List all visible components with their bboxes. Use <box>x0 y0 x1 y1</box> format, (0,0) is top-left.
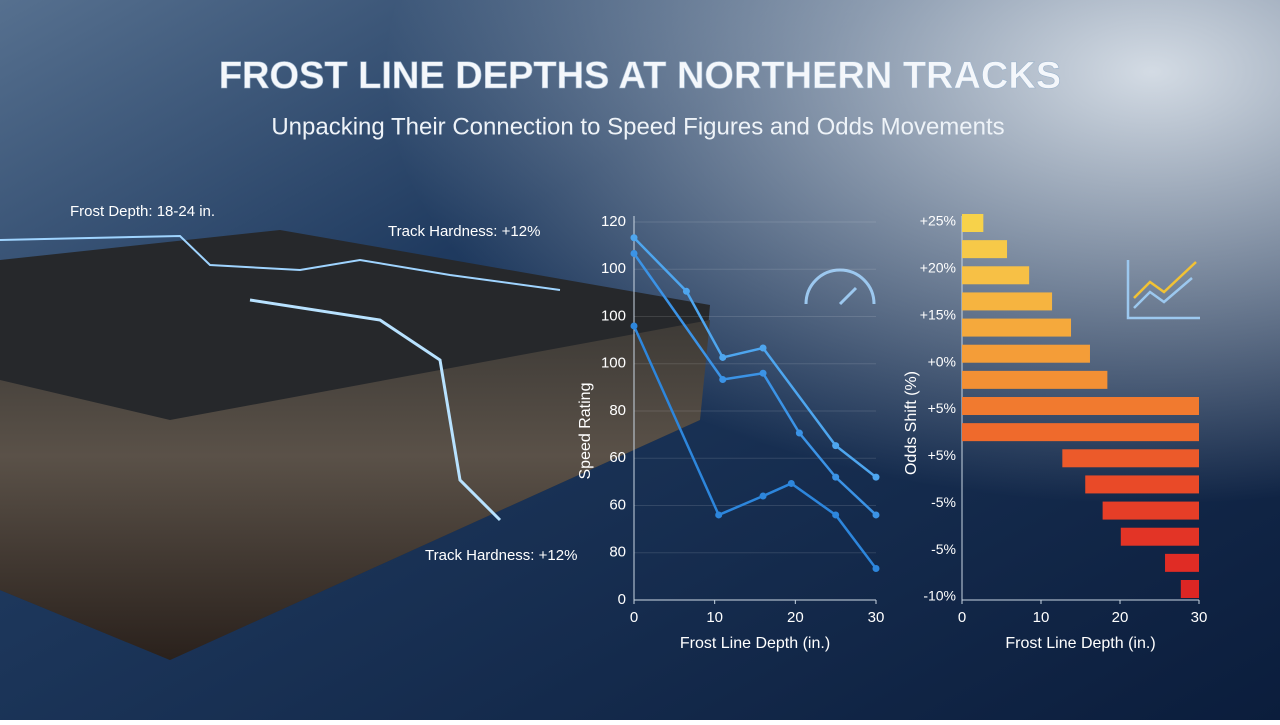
y-tick-label: 100 <box>601 260 626 277</box>
title: FROST LINE DEPTHS AT NORTHERN TRACKS <box>219 55 1061 97</box>
data-point <box>759 492 767 500</box>
y-axis-label: Odds Shift (%) <box>903 371 920 475</box>
annotation: Track Hardness: +12% <box>388 223 540 240</box>
bar <box>962 344 1090 363</box>
annotation: Frost Depth: 18-24 in. <box>70 203 215 220</box>
frost-crack <box>249 298 502 522</box>
x-tick-label: 10 <box>706 609 723 626</box>
bar <box>1180 580 1199 598</box>
y-tick-label: +20% <box>920 260 956 276</box>
y-tick-label: +5% <box>928 447 956 463</box>
y-tick-label: 100 <box>601 307 626 324</box>
data-point <box>630 234 638 242</box>
data-point <box>630 250 638 257</box>
y-tick-label: 0 <box>618 591 626 608</box>
data-line <box>632 252 877 516</box>
gauge-icon <box>804 268 876 306</box>
data-point <box>787 479 795 487</box>
annotation: Track Hardness: +12% <box>425 547 577 564</box>
y-tick-label: 80 <box>609 402 626 419</box>
data-point <box>719 353 727 361</box>
x-tick-label: 0 <box>630 609 638 626</box>
data-point <box>715 511 723 519</box>
data-point <box>759 344 767 352</box>
bar <box>962 240 1008 259</box>
frost-crack <box>0 234 561 291</box>
x-tick-label: 30 <box>1191 609 1208 626</box>
data-point <box>832 511 840 519</box>
bar <box>962 292 1053 311</box>
y-tick-label: +25% <box>920 213 956 229</box>
y-axis-label: Speed Rating <box>577 383 594 480</box>
y-tick-label: 120 <box>601 213 626 230</box>
y-tick-label: -5% <box>931 541 956 557</box>
y-tick-label: +5% <box>928 400 956 416</box>
bar <box>962 370 1108 389</box>
x-tick-label: 30 <box>868 609 885 626</box>
data-line <box>633 236 877 479</box>
data-point <box>872 511 880 519</box>
x-tick-label: 20 <box>787 609 804 626</box>
data-line <box>632 325 877 570</box>
x-axis-label: Frost Line Depth (in.) <box>1005 635 1155 652</box>
trend-icon <box>1126 260 1200 320</box>
data-point <box>682 287 690 295</box>
y-tick-label: 80 <box>609 544 626 561</box>
x-tick-label: 10 <box>1033 609 1050 626</box>
y-tick-label: +0% <box>928 353 956 369</box>
y-tick-label: +15% <box>920 306 956 322</box>
y-tick-label: 60 <box>609 449 626 466</box>
bar <box>1120 527 1199 546</box>
bar <box>1085 475 1199 494</box>
subtitle: Unpacking Their Connection to Speed Figu… <box>271 113 1004 140</box>
bar <box>1165 553 1199 572</box>
bar <box>962 397 1199 415</box>
data-point <box>832 473 840 481</box>
x-tick-label: 20 <box>1112 609 1129 626</box>
x-axis-label: Frost Line Depth (in.) <box>680 635 830 652</box>
y-tick-label: -10% <box>923 588 956 604</box>
x-tick-label: 0 <box>958 609 966 626</box>
data-point <box>630 322 638 330</box>
data-point <box>832 442 840 450</box>
bar <box>962 266 1030 285</box>
bar <box>962 318 1072 337</box>
bar <box>962 214 984 232</box>
bar <box>1102 501 1199 520</box>
bar <box>1062 449 1199 468</box>
y-tick-label: 60 <box>609 496 626 513</box>
soil-side <box>0 320 710 660</box>
data-point <box>872 565 880 572</box>
data-point <box>719 376 727 383</box>
y-tick-label: -5% <box>931 494 956 510</box>
data-point <box>872 473 880 481</box>
y-tick-label: 100 <box>601 355 626 372</box>
bar <box>962 423 1199 442</box>
data-point <box>759 369 767 377</box>
data-point <box>795 429 803 437</box>
